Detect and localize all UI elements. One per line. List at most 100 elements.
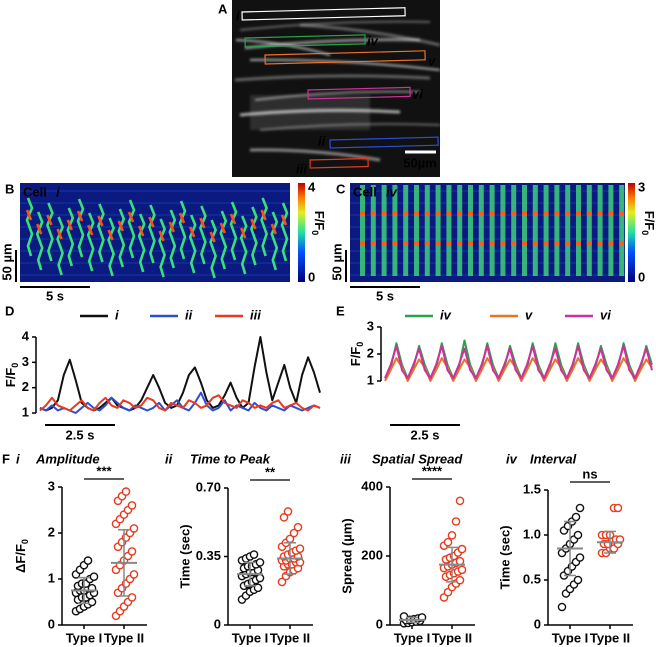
series-line bbox=[384, 344, 653, 380]
x-tick-label: Type I bbox=[394, 630, 431, 645]
wave-peak bbox=[250, 218, 257, 230]
stripe bbox=[360, 185, 365, 276]
wave bbox=[199, 205, 207, 265]
legend-label: iv bbox=[440, 307, 452, 322]
roi bbox=[309, 157, 369, 169]
y-axis-label-sub: 0 bbox=[355, 342, 365, 347]
data-point bbox=[255, 558, 265, 567]
stripe-peak bbox=[468, 211, 473, 215]
stripe-peak bbox=[500, 241, 506, 245]
y-axis-label-sub: 0 bbox=[10, 363, 20, 368]
x-tick-label: Type I bbox=[232, 630, 269, 645]
panel-letter: D bbox=[5, 303, 14, 318]
data-point bbox=[613, 503, 623, 513]
data-point bbox=[575, 503, 585, 513]
wave-peak bbox=[66, 219, 74, 231]
y-tick-label: 1 bbox=[367, 372, 374, 387]
data-point bbox=[571, 512, 581, 522]
data-point bbox=[557, 602, 567, 612]
colorbar-tick-label: 0 bbox=[638, 269, 645, 284]
wave-peak bbox=[25, 209, 33, 221]
data-point bbox=[83, 556, 93, 565]
scale-bar-y-label: 50 µm bbox=[329, 243, 344, 280]
legend-label: vi bbox=[600, 307, 611, 322]
y-tick-label: 3 bbox=[22, 354, 29, 369]
colorbar-label-sub: 0 bbox=[640, 230, 650, 235]
roi bbox=[329, 136, 439, 149]
wave bbox=[260, 197, 269, 257]
x-tick-label: Type I bbox=[66, 630, 103, 645]
y-tick-label: 3 bbox=[48, 478, 55, 493]
wave-peak bbox=[260, 209, 267, 221]
y-tick-label: 0.70 bbox=[196, 479, 221, 494]
wave bbox=[127, 199, 136, 259]
cell-id: iv bbox=[386, 184, 398, 199]
legend-label: iii bbox=[250, 307, 261, 322]
data-point bbox=[253, 583, 263, 593]
y-tick-label: 2 bbox=[367, 345, 374, 360]
y-tick-label: 0.35 bbox=[196, 548, 221, 563]
panel-letter: E bbox=[336, 303, 345, 318]
stripe-peak bbox=[435, 211, 441, 215]
wave-peak bbox=[107, 229, 114, 241]
subpanel-label: ii bbox=[165, 451, 173, 466]
stripe-peak bbox=[424, 211, 430, 215]
kymograph bbox=[20, 183, 290, 282]
stripe-peak bbox=[565, 241, 571, 245]
wave-peak bbox=[35, 223, 43, 235]
stripe-peak bbox=[597, 241, 603, 245]
legend-label: v bbox=[525, 307, 533, 322]
wave bbox=[137, 213, 146, 273]
data-point bbox=[129, 524, 139, 533]
wave bbox=[219, 210, 228, 270]
data-point bbox=[447, 531, 457, 540]
y-tick-label: 3 bbox=[367, 318, 374, 333]
panel-letter: C bbox=[336, 181, 346, 196]
x-tick-label: Type II bbox=[104, 630, 144, 645]
y-tick-label: 1 bbox=[22, 404, 29, 419]
y-tick-label: 400 bbox=[361, 478, 383, 493]
stripe bbox=[608, 185, 614, 276]
scale-bar-x-label: 5 s bbox=[376, 288, 394, 303]
data-point bbox=[89, 572, 99, 582]
stripe-peak bbox=[608, 211, 614, 215]
roi-label: vi bbox=[412, 86, 423, 101]
stripe bbox=[489, 185, 495, 276]
subpanel-label: iii bbox=[340, 451, 351, 466]
y-tick-label: 1 bbox=[48, 570, 55, 585]
wave-peak bbox=[97, 215, 104, 227]
stripe bbox=[586, 185, 592, 276]
stripe-peak bbox=[370, 241, 376, 245]
stripe bbox=[576, 185, 581, 276]
colorbar-tick-label: 0 bbox=[308, 269, 315, 284]
stripe-peak bbox=[532, 241, 538, 245]
roi bbox=[241, 7, 406, 21]
stripe-peak bbox=[597, 211, 603, 215]
stripe-peak bbox=[414, 211, 419, 215]
data-point bbox=[255, 573, 265, 583]
data-point bbox=[129, 570, 139, 579]
y-tick-label: 2 bbox=[22, 379, 29, 394]
wave-peak bbox=[239, 227, 247, 239]
significance-label: *** bbox=[96, 463, 112, 478]
y-axis-label: F/F0 bbox=[348, 342, 365, 367]
y-axis-label: ΔF/F0 bbox=[13, 539, 30, 573]
y-axis-label: F/F0 bbox=[3, 363, 20, 388]
stripe bbox=[435, 185, 441, 276]
stripe-peak bbox=[381, 211, 387, 215]
wave bbox=[97, 203, 105, 263]
series-line bbox=[39, 391, 321, 414]
data-point bbox=[293, 522, 303, 532]
wave bbox=[35, 211, 44, 271]
cell-title: Cell bbox=[23, 184, 47, 199]
y-axis-label: Spread (µm) bbox=[339, 518, 354, 593]
stripe-peak bbox=[576, 211, 581, 215]
x-tick-label: Type I bbox=[552, 630, 589, 645]
x-tick-label: Type II bbox=[590, 630, 630, 645]
stripe-peak bbox=[511, 241, 517, 245]
wave-peak bbox=[199, 217, 206, 229]
stripe-peak bbox=[619, 211, 625, 215]
stripe-peak bbox=[532, 211, 538, 215]
colorbar-label-main: F/F bbox=[642, 211, 656, 231]
data-point bbox=[575, 553, 585, 562]
